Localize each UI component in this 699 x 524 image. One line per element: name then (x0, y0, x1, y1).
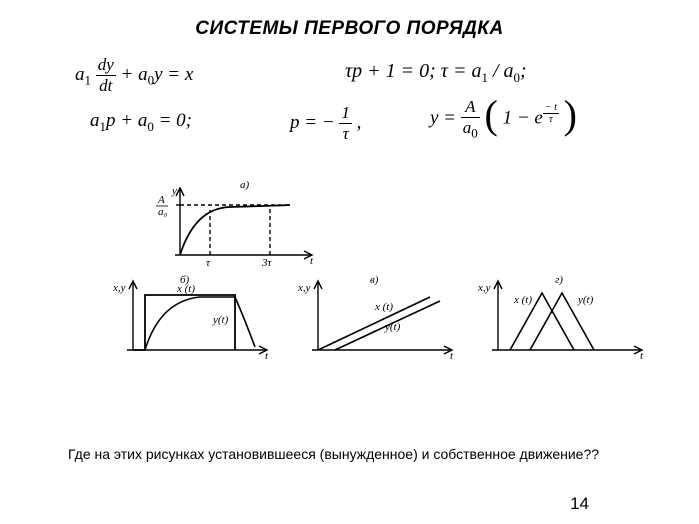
eq3: τp + 1 = 0; τ = a1 / a0; (345, 60, 527, 86)
svg-text:y(t): y(t) (212, 314, 229, 326)
chart-v: x,y t в) x (t) y(t) (290, 275, 460, 365)
page-number: 14 (570, 494, 589, 514)
svg-text:y(t): y(t) (577, 294, 594, 306)
chart-a: y t а) τ 3τ A a₀ (150, 180, 320, 270)
svg-text:y: y (171, 185, 177, 197)
svg-text:3τ: 3τ (261, 257, 273, 269)
svg-text:в): в) (370, 275, 379, 286)
svg-text:x (t): x (t) (374, 301, 393, 313)
eq2: a1p + a0 = 0; (90, 110, 192, 135)
svg-text:τ: τ (206, 257, 211, 269)
svg-text:x,y: x,y (297, 282, 311, 294)
charts-block: y t а) τ 3τ A a₀ x,y t б) x (t) y(t) (0, 180, 699, 380)
svg-text:y(t): y(t) (384, 321, 401, 333)
svg-text:x (t): x (t) (513, 294, 532, 306)
eq5: y = Aa0 ( 1 − e− tτ ) (430, 97, 577, 141)
svg-text:x,y: x,y (477, 282, 491, 294)
svg-text:a₀: a₀ (158, 206, 168, 218)
svg-text:x (t): x (t) (176, 283, 195, 295)
equations-block: a1 dydt + a0y = x a1p + a0 = 0; τp + 1 =… (0, 55, 699, 175)
page-title: СИСТЕМЫ ПЕРВОГО ПОРЯДКА (0, 0, 699, 40)
eq1: a1 dydt + a0y = x (75, 55, 193, 96)
svg-text:t: t (450, 350, 454, 362)
eq4: p = − 1τ , (290, 103, 361, 144)
svg-text:A: A (157, 194, 165, 206)
svg-text:t: t (310, 255, 314, 267)
chart-b: x,y t б) x (t) y(t) (105, 275, 275, 365)
svg-text:t: t (640, 350, 644, 362)
svg-text:x,y: x,y (112, 282, 126, 294)
question-text: Где на этих рисунках установившееся (вын… (68, 445, 628, 464)
svg-text:а): а) (240, 180, 250, 191)
svg-text:г): г) (555, 275, 563, 286)
svg-text:t: t (265, 350, 269, 362)
chart-g: x,y t г) x (t) y(t) (470, 275, 650, 365)
